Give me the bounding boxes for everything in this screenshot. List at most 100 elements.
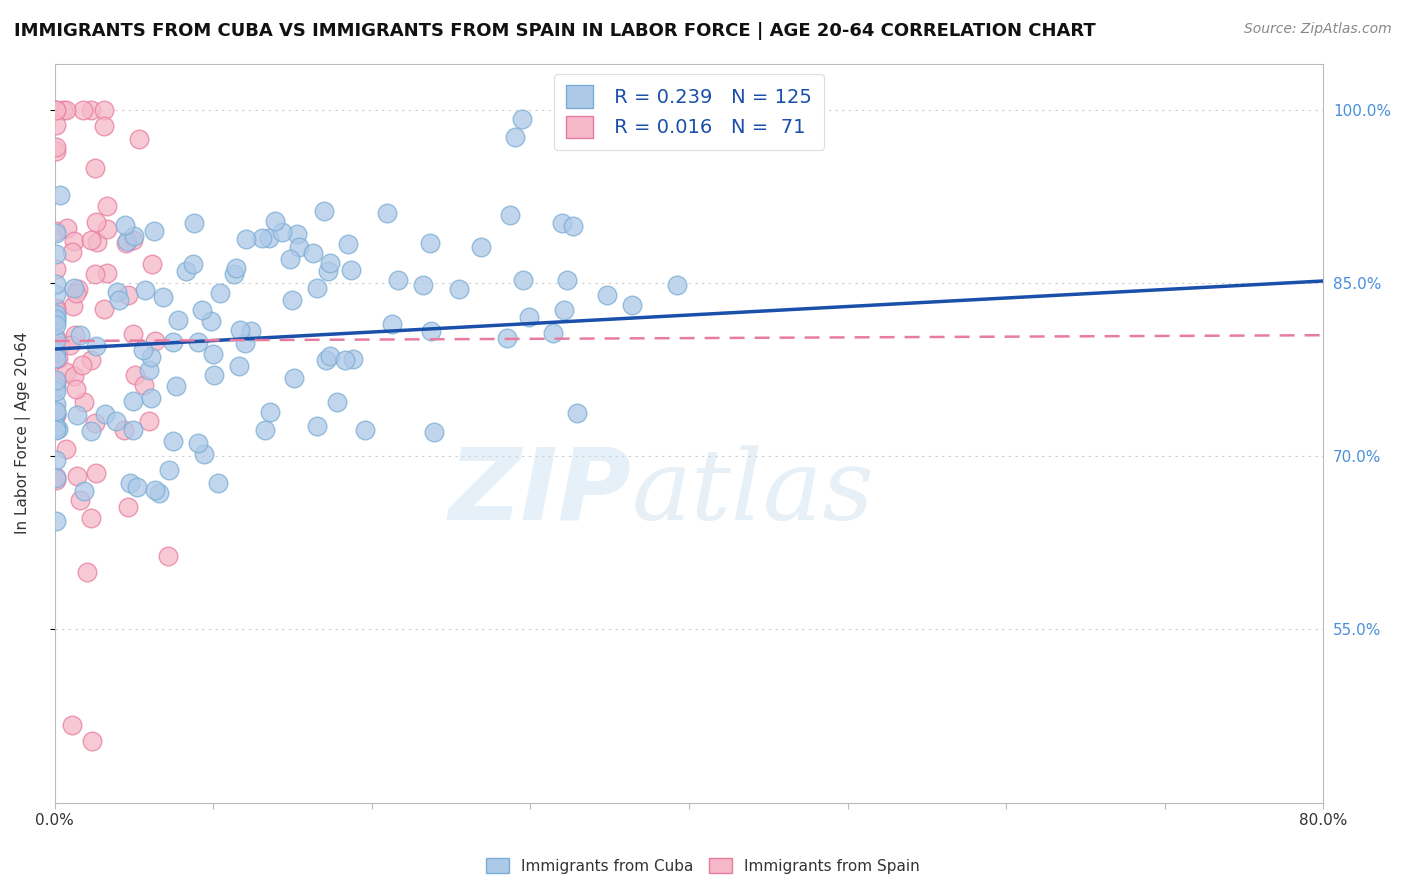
Point (45, 277, 67, 291)
Point (45, 471, 67, 485)
Point (342, 352, 364, 367)
Point (45, 103, 67, 118)
Point (76, 566, 98, 580)
Point (45, 118, 67, 132)
Point (181, 257, 204, 271)
Point (162, 335, 184, 350)
Point (620, 298, 643, 312)
Point (96, 222, 118, 236)
Point (134, 284, 156, 298)
Point (45, 224, 67, 238)
Point (84, 161, 107, 176)
Point (543, 326, 565, 340)
Point (567, 406, 589, 420)
Point (665, 277, 688, 292)
Point (45, 345, 67, 359)
Point (157, 549, 180, 563)
Point (122, 393, 145, 408)
Point (70, 358, 93, 372)
Point (131, 343, 153, 357)
Point (66, 282, 89, 296)
Point (233, 336, 256, 351)
Point (45, 376, 67, 390)
Point (45, 373, 67, 387)
Point (319, 256, 342, 270)
Point (107, 293, 129, 307)
Point (104, 414, 127, 428)
Point (114, 423, 136, 437)
Point (562, 219, 585, 233)
Point (250, 231, 273, 245)
Point (73, 483, 96, 498)
Point (193, 447, 215, 461)
Point (117, 500, 139, 515)
Point (69, 328, 91, 343)
Text: ZIP: ZIP (449, 444, 631, 541)
Point (141, 391, 163, 405)
Point (49, 188, 72, 202)
Point (80, 352, 103, 367)
Point (45, 408, 67, 422)
Point (143, 483, 166, 497)
Point (499, 208, 522, 222)
Point (63, 281, 86, 295)
Point (45, 452, 67, 467)
Point (319, 349, 342, 363)
Point (45, 145, 67, 159)
Point (60, 718, 83, 732)
Point (86, 235, 108, 249)
Point (337, 236, 360, 251)
Point (45, 309, 67, 323)
Point (45, 262, 67, 277)
Point (264, 214, 287, 228)
Point (239, 324, 262, 338)
Point (183, 216, 205, 230)
Point (45, 420, 67, 434)
Point (45, 331, 67, 345)
Point (105, 285, 128, 300)
Point (45, 380, 67, 394)
Point (224, 268, 246, 282)
Point (302, 246, 325, 260)
Text: Source: ZipAtlas.com: Source: ZipAtlas.com (1244, 22, 1392, 37)
Point (512, 273, 534, 287)
Point (496, 331, 519, 345)
Point (45, 247, 67, 261)
Point (46, 351, 69, 365)
Point (124, 368, 146, 382)
Point (80, 425, 103, 439)
Point (114, 219, 136, 233)
Point (117, 288, 139, 302)
Point (45, 407, 67, 421)
Point (65, 286, 87, 301)
Point (45, 342, 67, 356)
Point (96, 267, 118, 281)
Point (283, 371, 305, 385)
Point (143, 334, 166, 349)
Point (305, 281, 328, 295)
Point (80, 233, 103, 247)
Point (202, 347, 225, 361)
Point (316, 263, 339, 277)
Point (668, 124, 690, 138)
Point (52, 103, 75, 118)
Point (270, 225, 292, 239)
Point (555, 273, 578, 287)
Point (118, 475, 141, 490)
Point (121, 326, 143, 341)
Point (114, 235, 136, 250)
Point (312, 204, 335, 219)
Point (381, 317, 404, 331)
Point (93, 103, 115, 118)
Point (45, 409, 67, 423)
Point (63, 234, 86, 248)
Point (228, 359, 250, 373)
Point (254, 423, 277, 437)
Point (45, 384, 67, 398)
Point (166, 313, 188, 327)
Point (80, 103, 103, 118)
Point (553, 303, 575, 318)
Point (122, 233, 145, 247)
Point (387, 273, 409, 287)
Point (66, 469, 89, 483)
